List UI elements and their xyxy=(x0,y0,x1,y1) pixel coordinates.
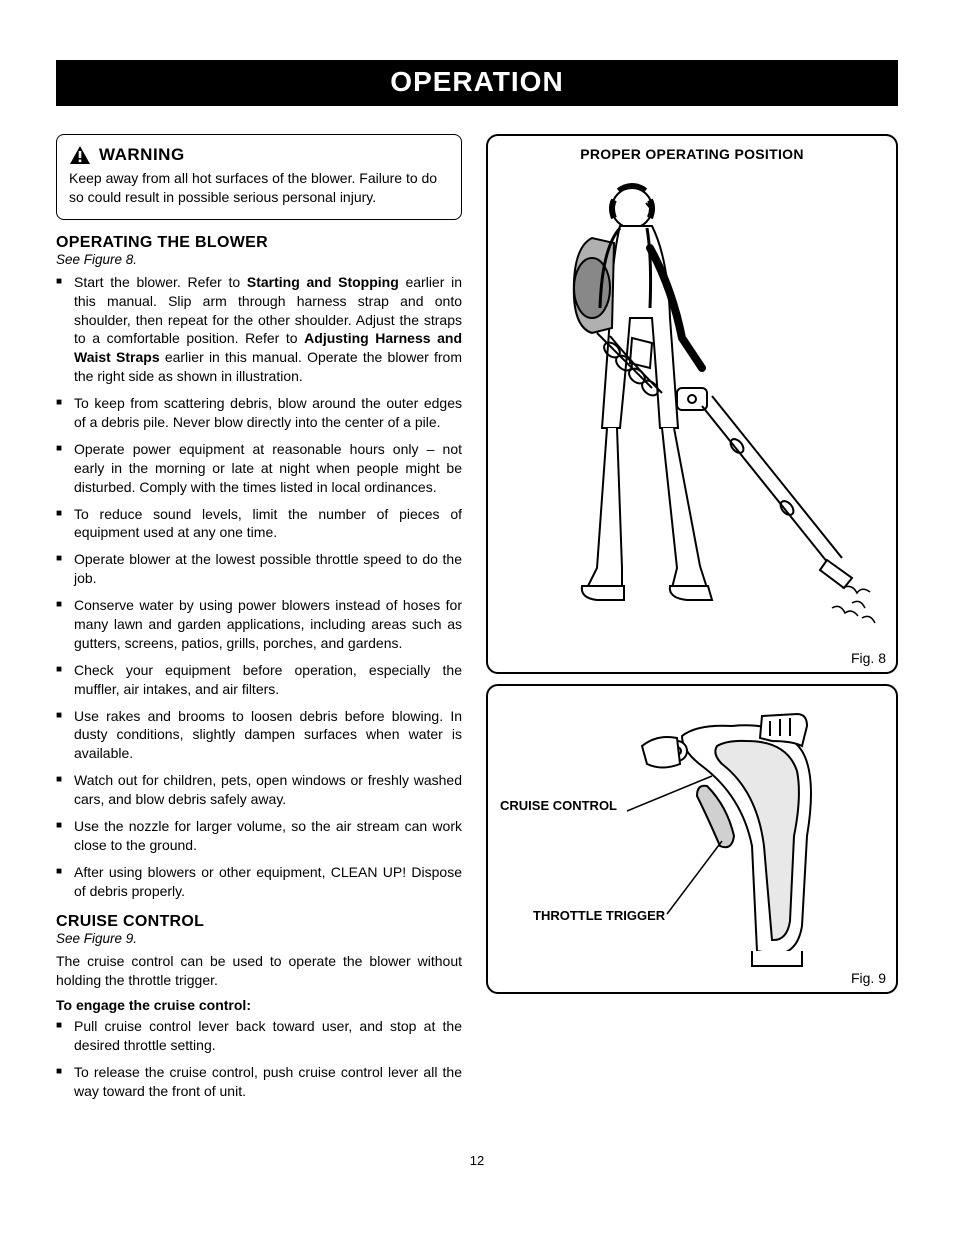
warning-icon xyxy=(69,145,91,165)
list-item: To reduce sound levels, limit the number… xyxy=(56,505,462,543)
heading-operating-blower: OPERATING THE BLOWER xyxy=(56,234,462,252)
heading-cruise-control: CRUISE CONTROL xyxy=(56,913,462,931)
list-item: To release the cruise control, push crui… xyxy=(56,1063,462,1101)
page: OPERATION WARNING Keep away from all hot… xyxy=(0,0,954,1208)
right-column: PROPER OPERATING POSITION xyxy=(486,134,898,1113)
list-item: After using blowers or other equipment, … xyxy=(56,863,462,901)
cruise-bullet-list: Pull cruise control lever back toward us… xyxy=(56,1017,462,1101)
page-number: 12 xyxy=(56,1153,898,1168)
figure-8-box: PROPER OPERATING POSITION xyxy=(486,134,898,674)
figure-9-box: CRUISE CONTROL THROTTLE TRIGGER Fig. 9 xyxy=(486,684,898,994)
see-figure-9: See Figure 9. xyxy=(56,931,462,946)
list-item: Check your equipment before operation, e… xyxy=(56,661,462,699)
list-item: Use the nozzle for larger volume, so the… xyxy=(56,817,462,855)
warning-label: WARNING xyxy=(99,145,185,165)
left-column: WARNING Keep away from all hot surfaces … xyxy=(56,134,462,1113)
list-item: Start the blower. Refer to Starting and … xyxy=(56,273,462,386)
list-item: Operate power equipment at reasonable ho… xyxy=(56,440,462,497)
operating-bullet-list: Start the blower. Refer to Starting and … xyxy=(56,273,462,901)
list-item: To keep from scattering debris, blow aro… xyxy=(56,394,462,432)
two-column-layout: WARNING Keep away from all hot surfaces … xyxy=(56,134,898,1113)
figure-9-label-throttle: THROTTLE TRIGGER xyxy=(533,908,665,923)
figure-8-illustration xyxy=(498,168,886,658)
see-figure-8: See Figure 8. xyxy=(56,252,462,267)
list-item: Operate blower at the lowest possible th… xyxy=(56,550,462,588)
warning-body: Keep away from all hot surfaces of the b… xyxy=(69,169,449,207)
figure-8-caption: Fig. 8 xyxy=(851,650,886,666)
cruise-subhead: To engage the cruise control: xyxy=(56,997,462,1013)
figure-9-label-cruise: CRUISE CONTROL xyxy=(500,798,617,813)
warning-header: WARNING xyxy=(69,145,449,165)
section-banner: OPERATION xyxy=(56,60,898,106)
bold-text: Starting and Stopping xyxy=(247,274,399,290)
cruise-paragraph: The cruise control can be used to operat… xyxy=(56,952,462,990)
text: Start the blower. Refer to xyxy=(74,274,247,290)
list-item: Pull cruise control lever back toward us… xyxy=(56,1017,462,1055)
list-item: Watch out for children, pets, open windo… xyxy=(56,771,462,809)
figure-9-illustration xyxy=(498,696,886,976)
figure-9-caption: Fig. 9 xyxy=(851,970,886,986)
list-item: Use rakes and brooms to loosen debris be… xyxy=(56,707,462,764)
list-item: Conserve water by using power blowers in… xyxy=(56,596,462,653)
figure-8-title: PROPER OPERATING POSITION xyxy=(498,146,886,162)
warning-box: WARNING Keep away from all hot surfaces … xyxy=(56,134,462,220)
